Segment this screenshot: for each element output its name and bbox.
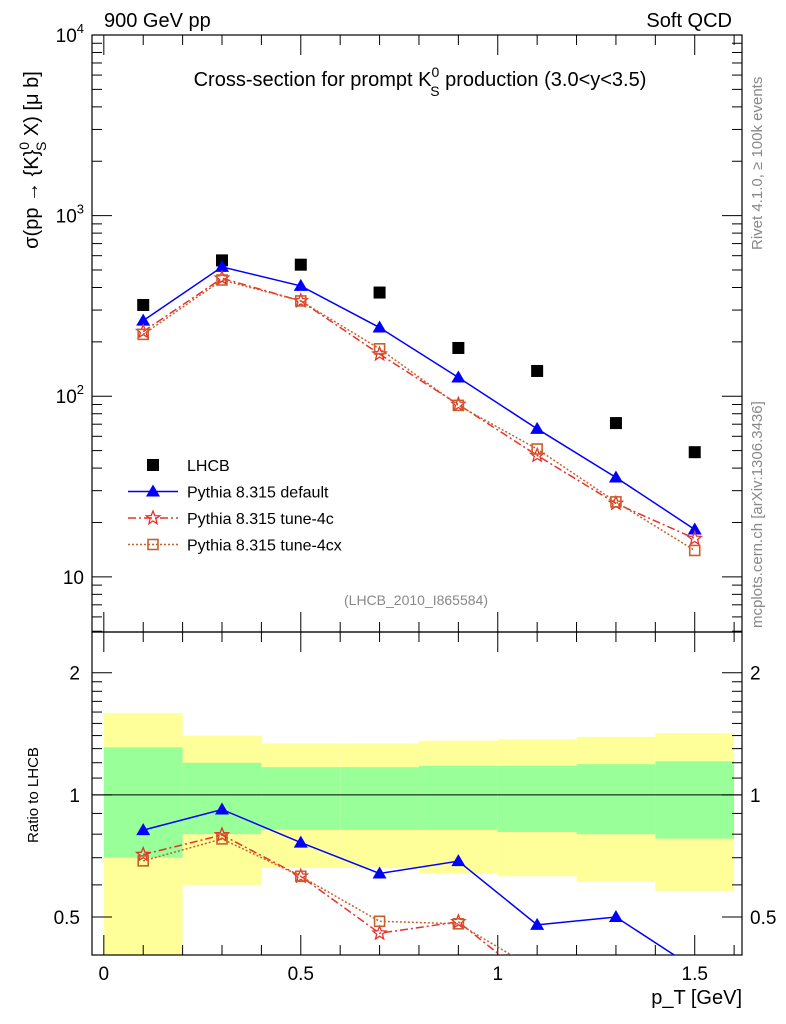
x-tick-label: 0 <box>99 964 110 985</box>
legend-label-tune4c: Pythia 8.315 tune-4c <box>187 511 334 528</box>
data-point-default <box>293 278 308 291</box>
ratio-plot-frame <box>91 631 743 956</box>
data-point-lhcb <box>294 258 307 271</box>
data-point-default <box>215 259 229 272</box>
analysis-id: (LHCB_2010_I865584) <box>344 592 488 608</box>
data-marks <box>134 254 704 991</box>
ratio-marks <box>134 802 676 991</box>
data-point-tune4cx <box>294 295 307 307</box>
legend-label-tune4cx: Pythia 8.315 tune-4cx <box>187 538 342 555</box>
data-point-lhcb <box>609 417 622 430</box>
legend-label-default: Pythia 8.315 default <box>187 485 329 502</box>
x-tick-label: 1 <box>492 964 503 985</box>
ratio-point-tune4cx <box>216 833 228 845</box>
ratio-y-tick-label-right: 0.5 <box>750 908 776 929</box>
data-point-lhcb <box>531 364 544 377</box>
data-point-lhcb <box>688 446 701 459</box>
legend-marker-tune4cx <box>147 538 159 551</box>
y-tick-label: 102 <box>56 382 84 408</box>
data-point-tune4cx <box>531 443 543 455</box>
header-right: Soft QCD <box>646 10 732 32</box>
data-point-tune4c <box>686 529 704 546</box>
ratio-point-default <box>608 909 623 922</box>
data-point-tune4cx <box>373 343 386 355</box>
x-tick-label: 0.5 <box>288 964 314 985</box>
ratio-axis-label: Ratio to LHCB <box>25 747 42 843</box>
ratio-point-tune4c <box>371 924 388 941</box>
y-tick-label: 103 <box>56 202 84 228</box>
ratio-line-tune4c <box>143 834 502 955</box>
data-point-default <box>451 370 466 383</box>
legend: LHCB Pythia 8.315 default Pythia 8.315 tun… <box>128 458 342 555</box>
mcplots-label: mcplots.cern.ch [arXiv:1306.3436] <box>749 401 766 628</box>
ratio-point-tune4c <box>609 968 622 981</box>
legend-marker-default <box>146 484 160 497</box>
stat-uncertainty-band <box>261 767 341 830</box>
y-axis-label: σ(pp → {K}0S X) [μ b] <box>16 71 49 249</box>
legend-label-lhcb: LHCB <box>187 458 230 475</box>
data-point-tune4cx <box>216 274 228 286</box>
data-point-lhcb <box>137 298 150 311</box>
stat-uncertainty-band <box>103 747 183 858</box>
data-point-default <box>372 320 387 333</box>
legend-marker-tune4c <box>144 509 162 526</box>
chart-title: Cross-section for prompt K0 S production … <box>194 64 647 99</box>
stat-uncertainty-band <box>418 765 498 830</box>
ratio-point-tune4cx <box>373 915 386 928</box>
data-point-tune4cx <box>610 496 622 508</box>
ratio-bands <box>103 713 735 955</box>
ratio-point-tune4cx <box>137 855 150 867</box>
ratio-point-tune4cx <box>294 870 307 883</box>
ratio-point-default <box>215 802 229 815</box>
ratio-point-tune4cx <box>532 965 542 975</box>
data-point-tune4cx <box>452 399 465 412</box>
stat-uncertainty-band <box>497 765 577 832</box>
data-point-default <box>687 522 702 535</box>
x-axis-label: p_T [GeV] <box>651 987 742 1009</box>
stat-uncertainty-band <box>340 767 419 830</box>
y-tick-label: 104 <box>56 21 84 47</box>
ratio-line-tune4cx <box>143 838 513 955</box>
ratio-point-default <box>293 835 308 848</box>
series-line-tune4c <box>142 277 696 540</box>
ratio-point-default <box>136 823 151 836</box>
data-point-lhcb <box>373 286 386 299</box>
stat-uncertainty-band <box>655 761 735 839</box>
ratio-point-tune4c <box>213 826 231 843</box>
ratio-y-tick-label-right: 2 <box>750 664 761 685</box>
ratio-y-tick-label-right: 1 <box>750 786 761 807</box>
ratio-point-tune4cx <box>611 967 621 977</box>
ratio-y-tick-label: 1 <box>69 786 80 807</box>
ratio-point-default <box>372 866 387 879</box>
ratio-point-tune4c <box>134 845 152 862</box>
ratio-line-default <box>143 808 676 955</box>
data-point-lhcb <box>452 341 465 354</box>
stat-uncertainty-band <box>182 762 262 835</box>
data-point-tune4cx <box>688 544 701 557</box>
axes: 10 102 103 104 0.5 0.5 1 1 2 2 0 0.5 1 1.5 <box>54 21 777 985</box>
series-line-tune4cx <box>142 279 696 552</box>
ratio-y-tick-label: 2 <box>69 664 80 685</box>
ratio-y-tick-label: 0.5 <box>54 908 80 929</box>
ratio-point-tune4c <box>531 978 544 991</box>
ratio-point-default <box>530 917 545 930</box>
data-point-default <box>608 470 623 483</box>
legend-marker-lhcb <box>147 459 159 471</box>
series-line-default <box>142 266 696 531</box>
data-point-default <box>136 313 151 326</box>
header-left: 900 GeV pp <box>104 10 211 32</box>
ratio-point-default <box>451 854 466 867</box>
x-tick-label: 1.5 <box>682 964 708 985</box>
stat-uncertainty-band <box>576 764 656 835</box>
ratio-point-tune4cx <box>452 917 465 930</box>
y-tick-label: 10 <box>63 568 84 589</box>
data-point-tune4cx <box>137 328 150 341</box>
data-point-default <box>530 421 545 434</box>
rivet-label: Rivet 4.1.0, ≥ 100k events <box>749 77 766 250</box>
